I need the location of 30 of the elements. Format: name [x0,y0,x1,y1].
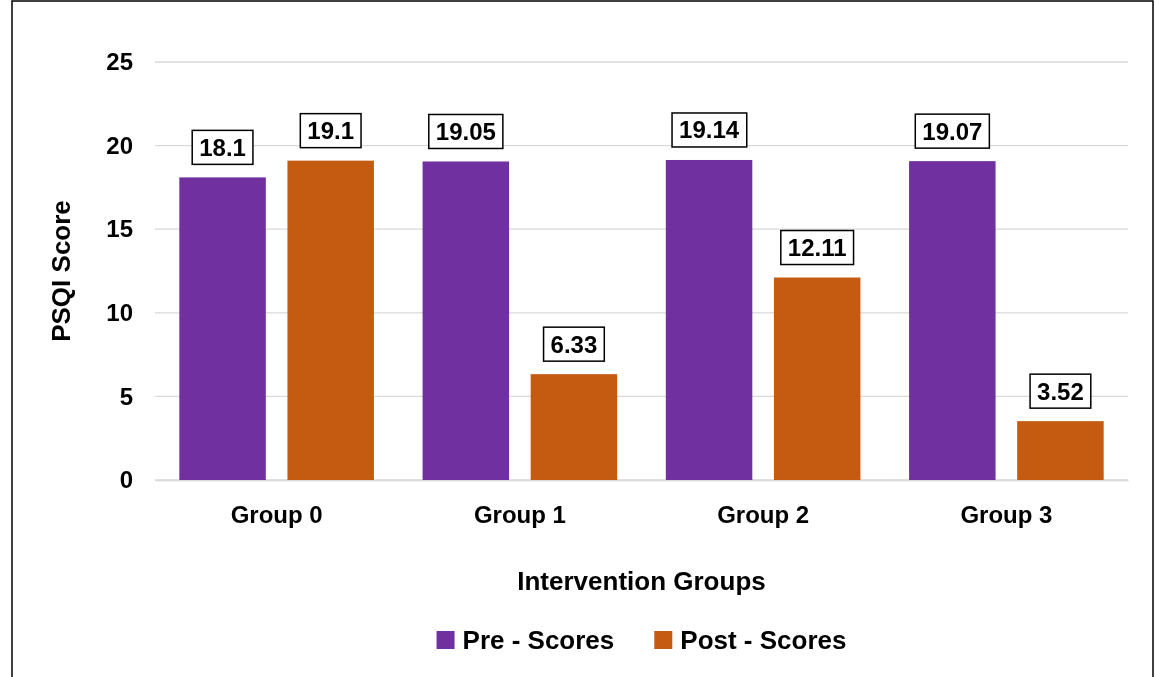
y-tick-label: 5 [119,382,133,410]
bar [909,161,996,480]
data-label: 12.11 [787,234,847,262]
y-tick-label: 25 [106,48,133,76]
bar [422,161,510,480]
x-tick-label: Group 2 [717,501,810,529]
data-label: 19.14 [679,116,740,144]
data-label: 18.1 [199,133,246,161]
bar [665,159,753,480]
y-tick-label: 15 [106,215,133,243]
data-label: 19.07 [922,117,983,145]
bar [287,160,374,480]
data-label: 19.1 [307,117,355,145]
bar [773,277,861,480]
bar [530,374,618,480]
x-tick-label: Group 3 [960,501,1053,529]
bar [179,177,266,480]
data-label: 19.05 [435,117,496,145]
bar [1017,421,1104,480]
data-label: 3.52 [1037,377,1084,405]
x-tick-label: Group 1 [473,501,566,529]
y-axis-title: PSQI Score [46,200,76,342]
x-axis-title: Intervention Groups [517,566,766,596]
data-label: 6.33 [550,330,598,358]
legend-label: Post - Scores [680,625,847,655]
legend-label: Pre - Scores [462,625,615,655]
x-tick-label: Group 0 [230,501,323,529]
y-tick-label: 10 [106,298,133,326]
y-tick-label: 20 [106,131,133,159]
y-tick-label: 0 [119,466,133,494]
